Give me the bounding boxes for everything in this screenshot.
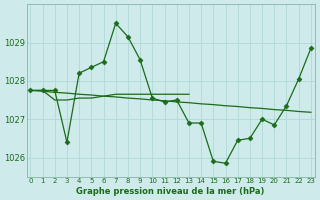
- X-axis label: Graphe pression niveau de la mer (hPa): Graphe pression niveau de la mer (hPa): [76, 187, 265, 196]
